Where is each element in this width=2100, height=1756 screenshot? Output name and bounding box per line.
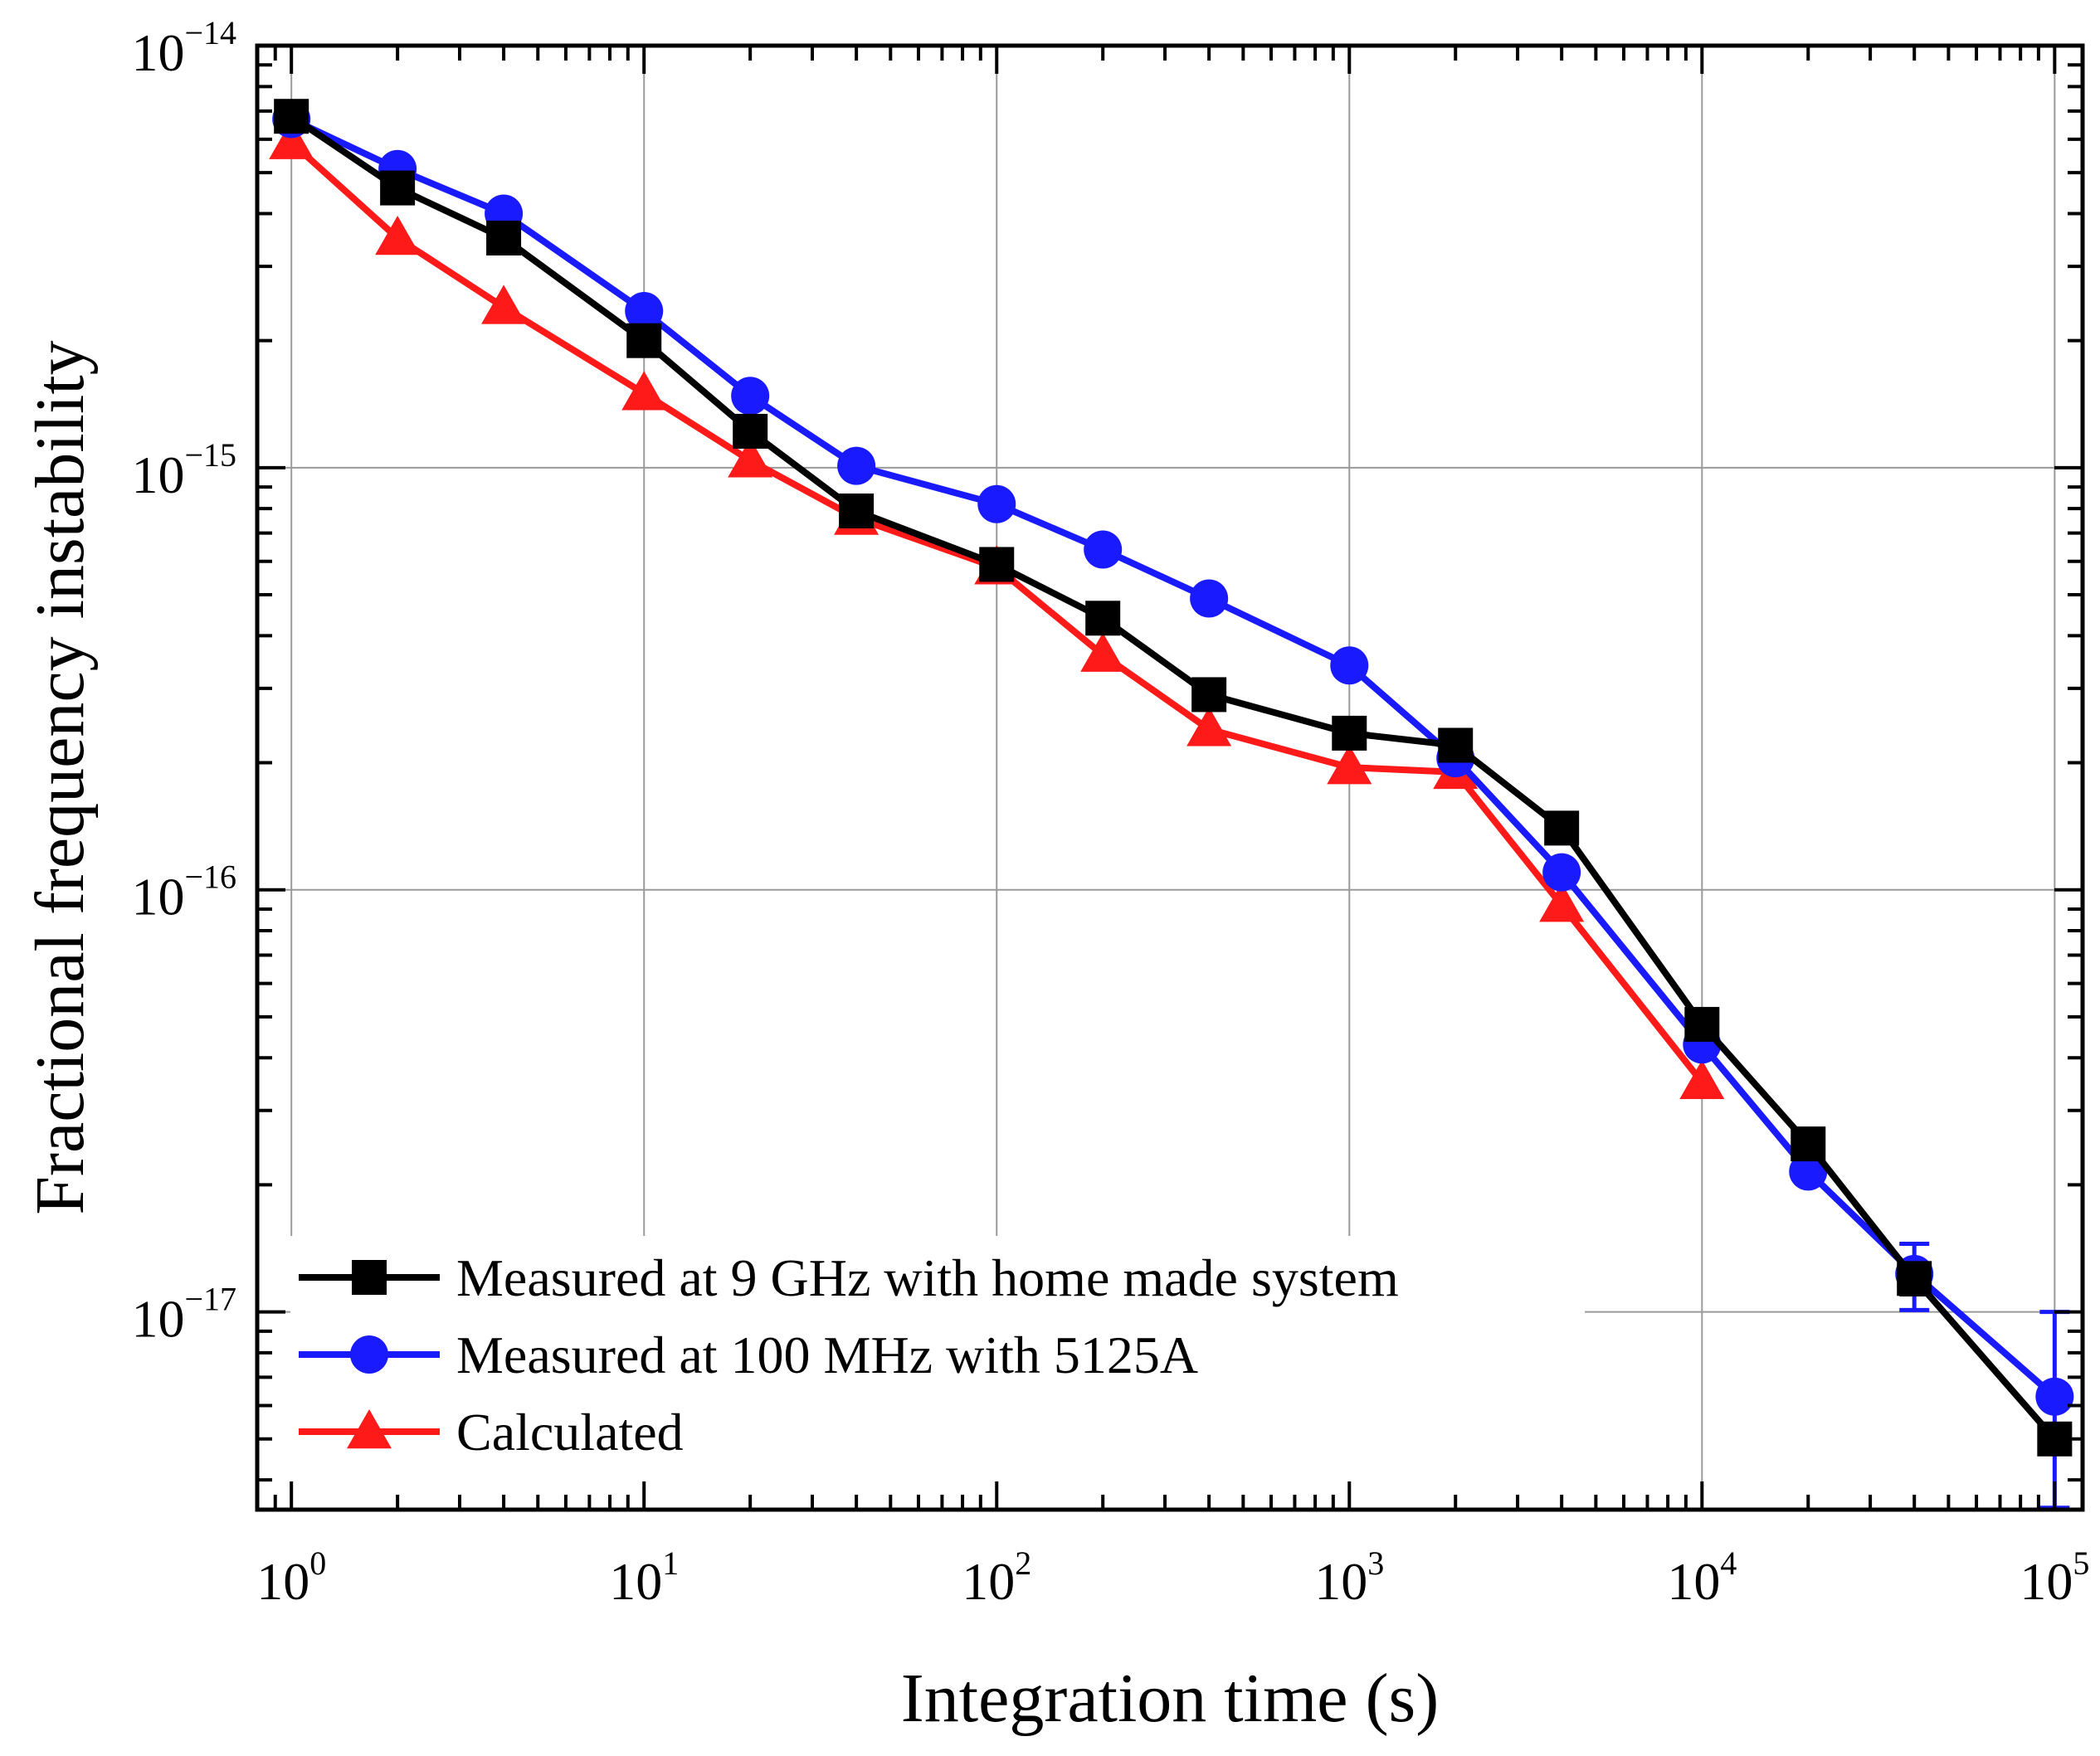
series-marker-circle xyxy=(1542,853,1581,892)
series-marker-triangle xyxy=(1679,1059,1725,1099)
y-tick-label: 10−14 xyxy=(131,14,236,82)
legend-item-circle: Measured at 100 MHz with 5125A xyxy=(299,1326,1198,1384)
plot-frame xyxy=(255,43,2085,1512)
series-marker-circle xyxy=(1190,579,1229,618)
y-tick-exponent: −14 xyxy=(184,14,236,51)
series-marker-square xyxy=(2037,1421,2073,1457)
series-marker-square xyxy=(1684,1006,1720,1042)
series-marker-triangle xyxy=(347,1409,392,1449)
legend-background xyxy=(290,1236,1585,1485)
y-tick-exponent: −17 xyxy=(184,1281,236,1318)
x-tick-exponent: 5 xyxy=(2073,1544,2089,1582)
series-layer xyxy=(269,99,2074,1510)
series-marker-square xyxy=(1897,1261,1932,1296)
series-marker-square xyxy=(1191,677,1227,713)
series-marker-circle xyxy=(1084,530,1123,569)
legend-item-triangle: Calculated xyxy=(299,1403,684,1462)
x-tick-label: 104 xyxy=(1667,1544,1737,1611)
legend-item-square: Measured at 9 GHz with home made system xyxy=(299,1248,1399,1307)
series-marker-circle xyxy=(1789,1152,1828,1191)
series-marker-circle xyxy=(977,484,1016,523)
x-tick-label: 105 xyxy=(2020,1544,2089,1611)
x-tick-exponent: 2 xyxy=(1015,1544,1031,1582)
series-marker-square xyxy=(486,221,522,256)
series-marker-square xyxy=(733,413,768,449)
y-axis-title: Fractional frequency instability xyxy=(22,340,99,1214)
series-circle xyxy=(272,100,2074,1510)
x-tick-label: 101 xyxy=(609,1544,679,1611)
series-marker-circle xyxy=(731,377,770,416)
series-marker-square xyxy=(839,493,875,528)
series-marker-square xyxy=(1544,810,1580,846)
x-tick-exponent: 0 xyxy=(309,1544,326,1582)
series-marker-triangle xyxy=(1327,745,1372,785)
series-marker-triangle xyxy=(481,285,527,324)
axis-ticks xyxy=(256,44,2083,1510)
series-marker-square xyxy=(1085,601,1121,636)
plot-border xyxy=(255,43,2085,1512)
series-marker-circle xyxy=(837,446,876,485)
series-marker-circle xyxy=(2035,1377,2074,1416)
x-axis-title: Integration time (s) xyxy=(901,1660,1439,1737)
x-tick-exponent: 3 xyxy=(1367,1544,1384,1582)
legend: Measured at 9 GHz with home made system M… xyxy=(299,1248,1399,1462)
series-marker-triangle xyxy=(269,119,314,159)
series-marker-triangle xyxy=(375,216,421,255)
x-tick-label: 103 xyxy=(1314,1544,1384,1611)
series-marker-square xyxy=(979,547,1015,582)
series-marker-triangle xyxy=(1539,883,1585,922)
series-marker-square xyxy=(1791,1126,1826,1162)
series-marker-circle xyxy=(350,1335,388,1374)
series-marker-square xyxy=(352,1260,387,1295)
series-marker-square xyxy=(1438,727,1474,763)
legend-label: Calculated xyxy=(456,1403,684,1462)
series-line xyxy=(290,115,2057,1399)
series-marker-circle xyxy=(625,292,664,331)
series-marker-square xyxy=(1332,715,1367,751)
y-tick-exponent: −16 xyxy=(184,859,236,896)
series-marker-triangle xyxy=(728,438,773,478)
series-marker-triangle xyxy=(1186,707,1232,747)
series-square xyxy=(274,99,2073,1457)
x-tick-label: 102 xyxy=(962,1544,1031,1611)
legend-label: Measured at 9 GHz with home made system xyxy=(456,1248,1399,1307)
legend-label: Measured at 100 MHz with 5125A xyxy=(456,1326,1198,1384)
series-marker-square xyxy=(380,170,416,206)
y-tick-label: 10−17 xyxy=(131,1281,236,1349)
series-line xyxy=(289,113,2058,1442)
series-marker-circle xyxy=(1330,646,1369,685)
series-marker-triangle xyxy=(621,371,667,411)
series-marker-square xyxy=(626,323,662,358)
series-marker-square xyxy=(274,99,309,134)
x-tick-exponent: 1 xyxy=(662,1544,679,1582)
y-tick-label: 10−16 xyxy=(131,859,236,927)
x-tick-exponent: 4 xyxy=(1720,1544,1737,1582)
series-marker-triangle xyxy=(1080,632,1126,672)
y-tick-exponent: −15 xyxy=(184,436,236,474)
y-tick-label: 10−15 xyxy=(131,436,236,504)
x-tick-label: 100 xyxy=(256,1544,326,1611)
